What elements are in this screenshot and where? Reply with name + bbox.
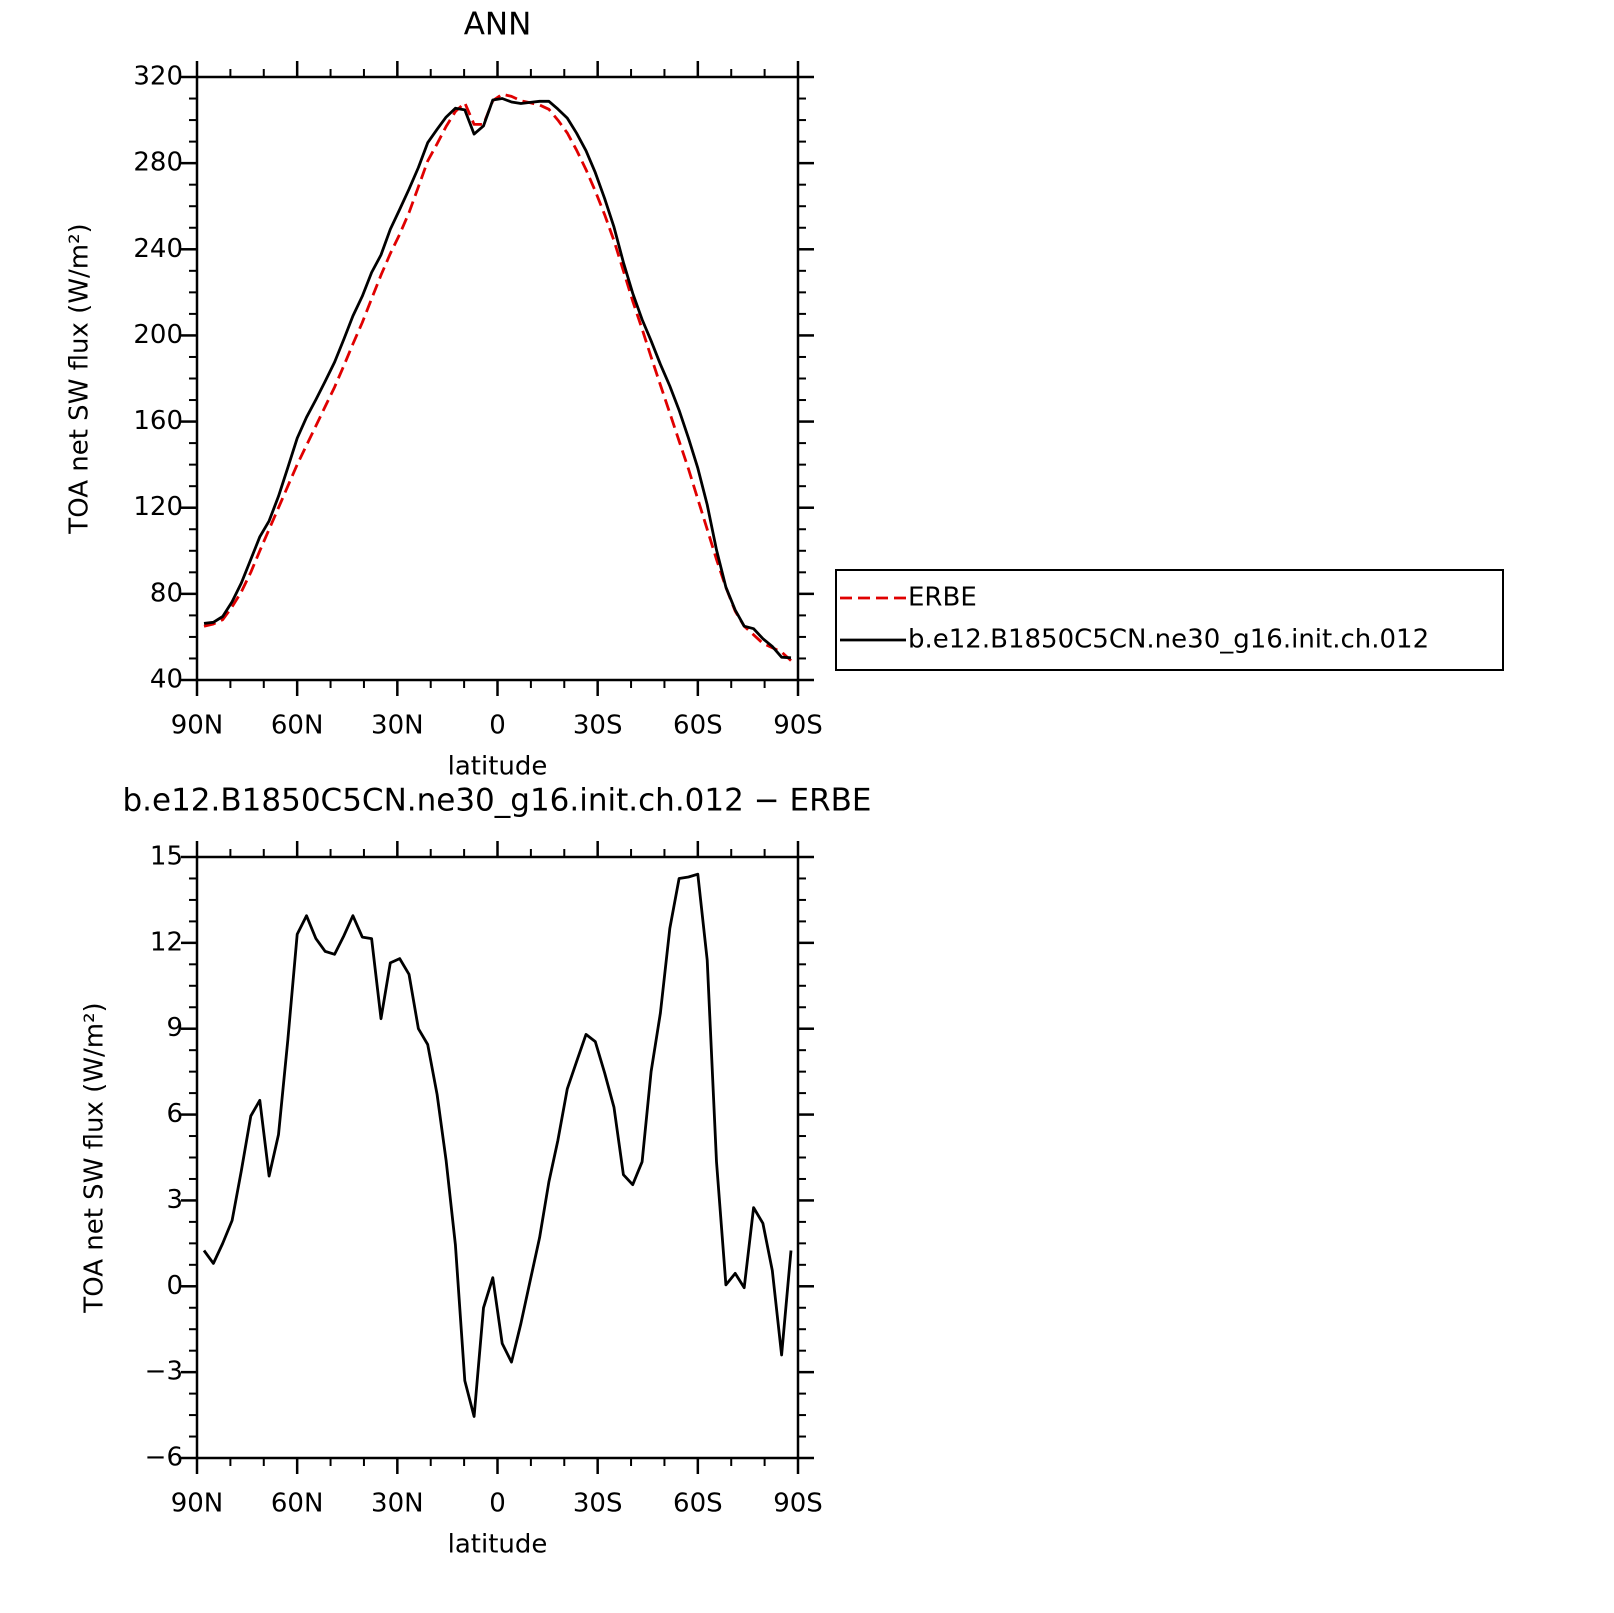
- x-tick-label: 90N: [171, 711, 224, 741]
- y-tick-label: −3: [145, 1357, 183, 1387]
- x-tick-label: 0: [489, 711, 506, 741]
- chart-title: b.e12.B1850C5CN.ne30_g16.init.ch.012 − E…: [122, 783, 871, 819]
- x-tick-label: 60N: [271, 1489, 324, 1519]
- x-axis-label: latitude: [448, 1530, 548, 1560]
- y-tick-label: 0: [166, 1271, 183, 1301]
- plot-frame: [195, 855, 800, 1460]
- x-axis-label: latitude: [448, 752, 548, 782]
- y-tick-label: 120: [133, 492, 183, 522]
- y-tick-label: 9: [166, 1013, 183, 1043]
- y-tick-label: 80: [150, 578, 183, 608]
- legend-label: ERBE: [908, 583, 977, 613]
- plot-frame: [195, 75, 800, 682]
- y-tick-label: 240: [133, 234, 183, 264]
- data-line: [203, 97, 792, 660]
- data-line: [203, 92, 792, 662]
- chart-title: ANN: [464, 7, 532, 43]
- y-tick-label: 160: [133, 406, 183, 436]
- y-axis-label: TOA net SW flux (W/m²): [65, 223, 95, 534]
- x-tick-label: 90N: [171, 1489, 224, 1519]
- x-tick-label: 30N: [371, 711, 424, 741]
- x-tick-label: 30S: [573, 1489, 623, 1519]
- data-line: [202, 872, 793, 1418]
- x-tick-label: 0: [489, 1489, 506, 1519]
- legend-box: [835, 569, 1504, 671]
- y-tick-label: 3: [166, 1185, 183, 1215]
- y-axis-label: TOA net SW flux (W/m²): [80, 1002, 110, 1313]
- x-tick-label: 60S: [673, 711, 723, 741]
- y-tick-label: 280: [133, 148, 183, 178]
- x-tick-label: 90S: [773, 711, 823, 741]
- x-tick-label: 30N: [371, 1489, 424, 1519]
- x-tick-label: 60S: [673, 1489, 723, 1519]
- y-tick-label: 12: [150, 927, 183, 957]
- x-tick-label: 60N: [271, 711, 324, 741]
- x-tick-label: 30S: [573, 711, 623, 741]
- x-tick-label: 90S: [773, 1489, 823, 1519]
- y-tick-label: 40: [150, 665, 183, 695]
- y-tick-label: −6: [145, 1443, 183, 1473]
- y-tick-label: 320: [133, 62, 183, 92]
- y-tick-label: 15: [150, 842, 183, 872]
- legend-label: b.e12.B1850C5CN.ne30_g16.init.ch.012: [908, 625, 1429, 655]
- y-tick-label: 6: [166, 1099, 183, 1129]
- y-tick-label: 200: [133, 320, 183, 350]
